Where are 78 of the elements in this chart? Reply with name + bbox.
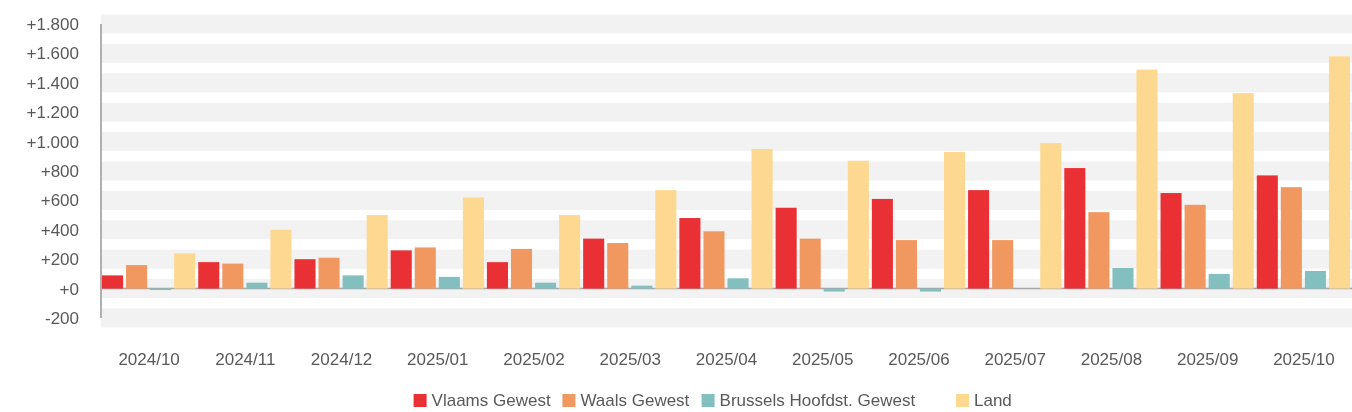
bar <box>1136 69 1158 289</box>
y-tick-label: +1.400 <box>26 73 79 93</box>
bar <box>992 240 1014 289</box>
y-tick-label: +1.600 <box>26 44 79 64</box>
bar <box>944 151 966 289</box>
bar <box>1256 175 1278 289</box>
bar <box>366 215 388 289</box>
y-tick-label: +1.800 <box>26 14 79 34</box>
bar <box>126 265 148 289</box>
x-tick-label: 2025/03 <box>599 349 661 369</box>
x-tick-label: 2025/07 <box>984 349 1046 369</box>
bar <box>919 288 942 292</box>
bar <box>246 282 268 289</box>
bar <box>871 198 893 289</box>
bar <box>414 247 436 289</box>
x-tick-label: 2025/01 <box>407 349 469 369</box>
x-tick-label: 2024/10 <box>118 349 180 369</box>
bar <box>1040 143 1062 289</box>
bar <box>1328 56 1350 289</box>
x-tick-label: 2025/10 <box>1273 349 1335 369</box>
bar <box>462 197 484 289</box>
bar <box>486 262 508 289</box>
y-tick-label: +400 <box>40 220 79 240</box>
bar <box>535 282 557 289</box>
bar <box>1304 270 1326 289</box>
bar <box>390 250 412 289</box>
legend-label: Waals Gewest <box>580 391 690 411</box>
bar <box>607 243 629 289</box>
bar <box>679 218 701 289</box>
bar <box>1112 268 1134 289</box>
x-tick-label: 2024/11 <box>215 349 276 369</box>
bar <box>342 275 364 289</box>
y-tick-label: +200 <box>40 250 79 270</box>
bar <box>751 148 773 289</box>
x-tick-label: 2025/09 <box>1176 349 1239 369</box>
bar <box>775 207 797 289</box>
bar <box>655 190 677 289</box>
y-tick-label: -200 <box>44 308 79 328</box>
bar <box>823 288 845 292</box>
bar <box>703 231 725 289</box>
x-tick-label: 2025/02 <box>503 349 565 369</box>
bar <box>968 190 990 289</box>
y-tick-label: +600 <box>40 191 79 211</box>
bar <box>583 238 605 289</box>
y-tick-label: +1.000 <box>26 132 79 152</box>
x-tick-label: 2025/04 <box>695 349 758 369</box>
bar <box>510 248 533 289</box>
bar <box>1232 93 1254 289</box>
bar <box>847 160 869 289</box>
bar <box>102 275 124 289</box>
y-tick-label: +1.200 <box>26 103 79 123</box>
bar <box>174 253 196 289</box>
bar <box>1208 273 1230 289</box>
bar <box>559 215 581 289</box>
bar <box>438 276 460 289</box>
bar <box>222 263 244 289</box>
bar <box>318 257 340 289</box>
bar <box>198 262 220 289</box>
legend-label: Land <box>974 391 1012 411</box>
y-tick-label: +800 <box>40 161 79 181</box>
bar <box>1088 212 1110 289</box>
y-tick-label: +0 <box>59 279 79 299</box>
bar <box>1064 168 1086 289</box>
bar <box>1160 193 1182 289</box>
bar <box>727 278 749 289</box>
x-tick-label: 2025/05 <box>792 349 854 369</box>
legend-label: Brussels Hoofdst. Gewest <box>719 391 916 411</box>
legend-label: Vlaams Gewest <box>431 391 551 411</box>
bar <box>631 285 653 289</box>
x-tick-label: 2025/08 <box>1080 349 1143 369</box>
bar <box>1184 204 1206 289</box>
x-tick-label: 2025/06 <box>888 349 950 369</box>
bar <box>270 229 292 289</box>
bar <box>1280 187 1302 289</box>
bar <box>895 240 917 289</box>
bar <box>294 259 316 289</box>
x-tick-label: 2024/12 <box>310 349 373 369</box>
bar <box>799 238 821 289</box>
